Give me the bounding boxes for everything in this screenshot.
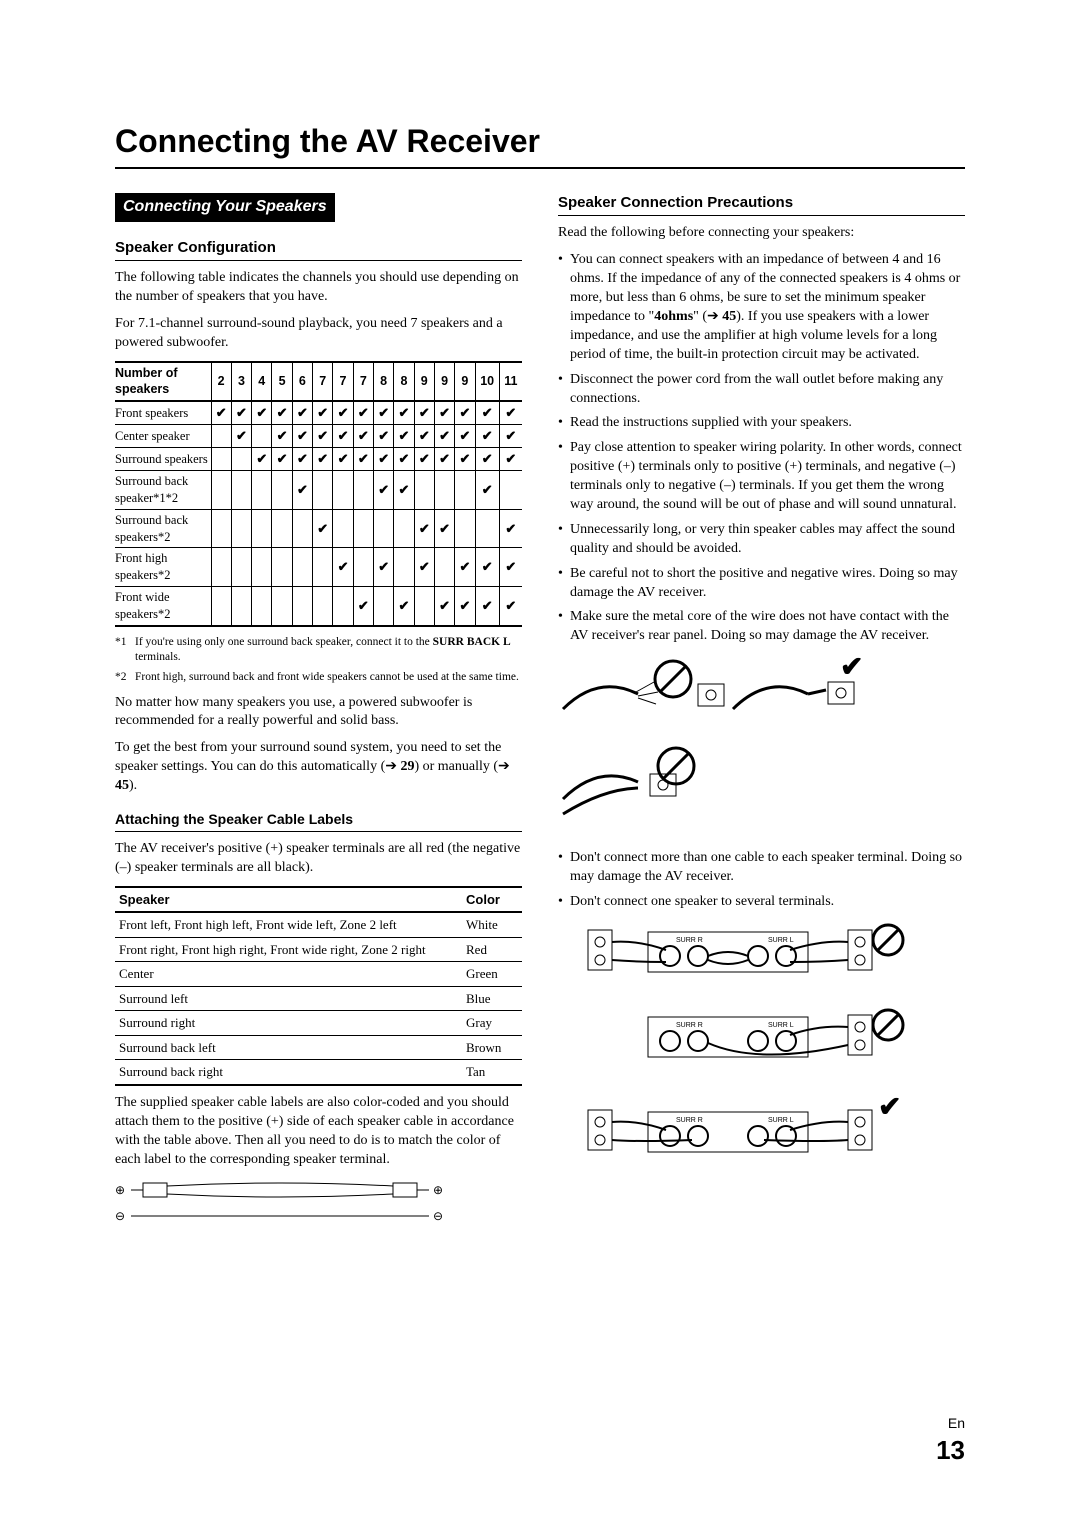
svg-text:SURR R: SURR R <box>676 937 703 944</box>
page-title: Connecting the AV Receiver <box>115 120 965 163</box>
heading-speaker-config: Speaker Configuration <box>115 238 522 258</box>
footnotes: *1 If you're using only one surround bac… <box>115 635 522 686</box>
right-column: Speaker Connection Precautions Read the … <box>558 193 965 1240</box>
paragraph: For 7.1-channel surround-sound playback,… <box>115 315 522 353</box>
svg-text:✔: ✔ <box>878 1092 901 1123</box>
footnote-text: If you're using only one surround back s… <box>135 635 522 666</box>
paragraph: Read the following before connecting you… <box>558 224 965 243</box>
footnote: *1 If you're using only one surround bac… <box>115 635 522 666</box>
list-item: Be careful not to short the positive and… <box>558 565 965 603</box>
paragraph: To get the best from your surround sound… <box>115 739 522 796</box>
svg-text:✔: ✔ <box>840 654 863 683</box>
paragraph: The following table indicates the channe… <box>115 269 522 307</box>
list-item: Unnecessarily long, or very thin speaker… <box>558 521 965 559</box>
paragraph: The supplied speaker cable labels are al… <box>115 1094 522 1170</box>
heading-cable-labels: Attaching the Speaker Cable Labels <box>115 810 522 829</box>
heading-rule <box>115 831 522 832</box>
speaker-config-table: Number of speakers23456777889991011Front… <box>115 361 522 627</box>
wire-terminal-illustration: ✔ <box>558 654 965 841</box>
page-lang: En <box>936 1414 965 1433</box>
svg-text:SURR R: SURR R <box>676 1117 703 1124</box>
list-item: Disconnect the power cord from the wall … <box>558 371 965 409</box>
svg-text:SURR L: SURR L <box>768 1022 794 1029</box>
svg-text:SURR R: SURR R <box>676 1022 703 1029</box>
footnote-num: *2 <box>115 670 129 686</box>
left-column: Connecting Your Speakers Speaker Configu… <box>115 193 522 1240</box>
paragraph: No matter how many speakers you use, a p… <box>115 694 522 732</box>
precaution-list: You can connect speakers with an impedan… <box>558 251 965 646</box>
footnote-text: Front high, surround back and front wide… <box>135 670 519 686</box>
footnote: *2 Front high, surround back and front w… <box>115 670 522 686</box>
svg-text:SURR L: SURR L <box>768 937 794 944</box>
precaution-list-2: Don't connect more than one cable to eac… <box>558 849 965 912</box>
footnote-num: *1 <box>115 635 129 666</box>
content-columns: Connecting Your Speakers Speaker Configu… <box>115 193 965 1240</box>
svg-text:⊖: ⊖ <box>115 1209 125 1223</box>
title-rule <box>115 167 965 169</box>
list-item: You can connect speakers with an impedan… <box>558 251 965 364</box>
heading-rule <box>115 260 522 261</box>
paragraph: The AV receiver's positive (+) speaker t… <box>115 840 522 878</box>
list-item: Don't connect one speaker to several ter… <box>558 893 965 912</box>
page-number: 13 <box>936 1433 965 1468</box>
terminal-panel-illustration: SURR R SURR L SURR R SURR L <box>558 920 965 1217</box>
list-item: Read the instructions supplied with your… <box>558 414 965 433</box>
svg-text:⊕: ⊕ <box>115 1183 125 1197</box>
svg-text:⊖: ⊖ <box>433 1209 443 1223</box>
section-ribbon: Connecting Your Speakers <box>115 193 335 222</box>
speaker-color-table: SpeakerColorFront left, Front high left,… <box>115 886 522 1086</box>
list-item: Pay close attention to speaker wiring po… <box>558 439 965 515</box>
svg-text:SURR L: SURR L <box>768 1117 794 1124</box>
page-footer: En 13 <box>936 1414 965 1468</box>
list-item: Don't connect more than one cable to eac… <box>558 849 965 887</box>
svg-text:⊕: ⊕ <box>433 1183 443 1197</box>
list-item: Make sure the metal core of the wire doe… <box>558 608 965 646</box>
cable-label-illustration: ⊕ ⊕ ⊖ ⊖ <box>115 1178 522 1233</box>
heading-rule <box>558 215 965 216</box>
heading-precautions: Speaker Connection Precautions <box>558 193 965 213</box>
